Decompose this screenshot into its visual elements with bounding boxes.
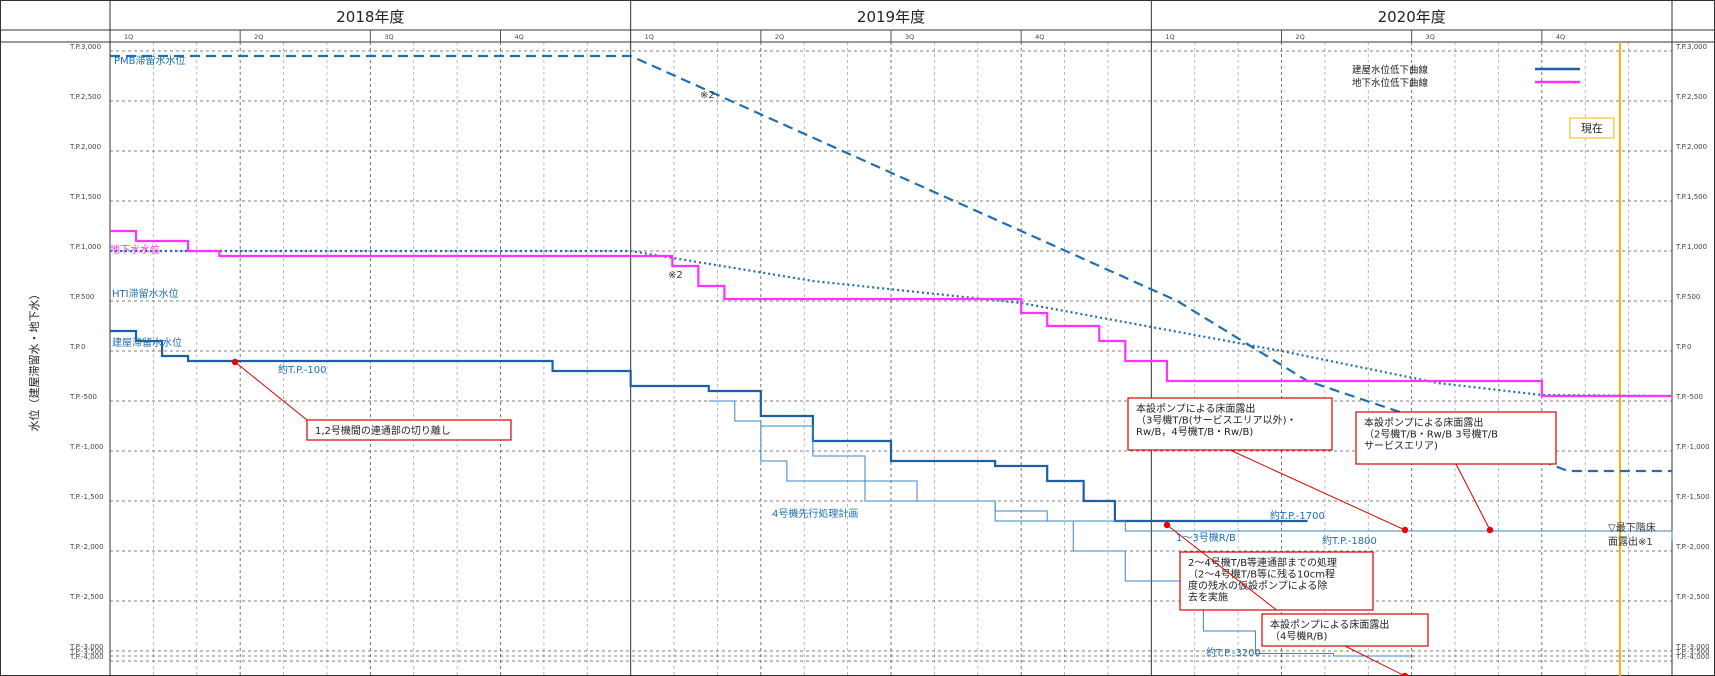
callout-box [1127,397,1333,451]
callout-text: 本設ポンプによる床面露出 [1270,618,1389,631]
annotation-label: 4号機先行処理計画 [772,507,858,520]
series-line [110,229,1672,398]
callout-text: 本設ポンプによる床面露出 [1364,416,1483,429]
year-label: 2018年度 [336,8,404,26]
legend-label: 地下水位低下曲線 [1352,77,1429,89]
annotation-label: 面露出※1 [1608,535,1653,548]
annotation-label: 建屋滞留水水位 [112,336,182,349]
series-line [110,329,1308,523]
quarter-label: 1Q [124,33,133,41]
y-tick-label-left: T.P.-1,500 [69,493,104,501]
y-tick-label-left: T.P.1,500 [69,193,101,201]
y-tick-label-left: T.P.-4,000 [69,653,104,661]
callout-point [1486,526,1494,534]
annotation-label: ※2 [668,270,683,281]
quarter-label: 3Q [1426,33,1435,41]
callout-text: サービスエリア) [1364,440,1438,452]
quarter-label: 4Q [1556,33,1565,41]
callout-leader [1455,463,1491,531]
annotation-label: 約T.P.-1800 [1322,534,1377,547]
callout-text: 1,2号機間の連通部の切り離し [315,424,451,437]
y-tick-label-left: T.P.1,000 [69,243,101,251]
y-tick-label-right: T.P.1,500 [1675,193,1707,201]
annotation-label: HTI滞留水水位 [112,287,179,300]
year-label: 2020年度 [1378,8,1446,26]
y-tick-label-left: T.P.0 [69,343,85,351]
y-tick-label-right: T.P.-2,500 [1675,593,1710,601]
y-tick-label-left: T.P.-2,500 [69,593,104,601]
annotation-label: 1～3号機R/B [1176,531,1236,544]
callout-point [1401,526,1409,534]
annotation-label: 約T.P.-1700 [1270,509,1325,522]
legend-label: 建屋水位低下曲線 [1352,64,1429,76]
y-tick-label-left: T.P.-3,000 [69,643,104,651]
y-tick-label-right: T.P.-3,000 [1675,643,1710,651]
callout-point [1401,672,1409,676]
y-tick-label-right: T.P.2,000 [1675,143,1707,151]
quarter-label: 2Q [775,33,784,41]
y-tick-label-left: T.P.2,500 [69,93,101,101]
y-tick-label-right: T.P.-4,000 [1675,653,1710,661]
callout-text: 本設ポンプによる床面露出 [1136,402,1255,415]
y-tick-label-right: T.P.-2,000 [1675,543,1710,551]
y-tick-label-right: T.P.500 [1675,293,1700,301]
callout-leader [1166,524,1277,611]
quarter-label: 4Q [1035,33,1044,41]
annotation-label: ※2 [700,90,715,101]
y-tick-label-right: T.P.1,000 [1675,243,1707,251]
callout-box [1179,551,1374,611]
y-axis-title: 水位（建屋滞留水・地下水） [27,289,41,432]
quarter-label: 2Q [1296,33,1305,41]
callout-text: （3号機T/B(サービスエリア以外)・ [1136,414,1297,427]
series-line [760,425,1413,658]
y-tick-label-left: T.P.-1,000 [69,443,104,451]
callout-box [1261,613,1429,647]
quarter-label: 1Q [645,33,654,41]
quarter-label: 2Q [254,33,263,41]
annotation-label: PMB滞留水水位 [114,54,186,67]
annotation-label: 約T.P.-100 [278,363,326,376]
y-tick-label-left: T.P.3,000 [69,43,101,51]
callout-box [1355,411,1557,465]
y-tick-label-left: T.P.-2,000 [69,543,104,551]
callout-text: Rw/B，4号機T/B・Rw/B) [1136,425,1253,438]
quarter-label: 1Q [1165,33,1174,41]
y-tick-label-right: T.P.-500 [1675,393,1703,401]
quarter-label: 4Q [515,33,524,41]
annotation-label: 地下水水位 [110,243,160,256]
callout-point [231,358,239,366]
annotation-label: 約T.P.-3200 [1206,646,1261,659]
callout-box [306,419,512,441]
quarter-label: 3Q [905,33,914,41]
y-tick-label-left: T.P.500 [69,293,94,301]
callout-text: （2号機T/B・Rw/B 3号機T/B [1364,428,1498,441]
callout-text: 去を実施 [1188,591,1228,604]
callout-text: 度の残水の仮設ポンプによる除 [1188,579,1327,592]
y-tick-label-right: T.P.-3,500 [1675,648,1710,656]
callout-leader [1229,449,1406,531]
y-tick-label-right: T.P.0 [1675,343,1691,351]
callout-text: （2～4号機T/B等に残る10cm程 [1188,568,1335,581]
callout-text: 2～4号機T/B等連通部までの処理 [1188,556,1337,569]
y-tick-label-left: T.P.-500 [69,393,97,401]
callout-point [1163,521,1171,529]
y-tick-label-left: T.P.2,000 [69,143,101,151]
y-tick-label-right: T.P.-1,500 [1675,493,1710,501]
y-tick-label-right: T.P.3,000 [1675,43,1707,51]
annotation-label: ▽最下階床 [1608,521,1656,534]
callout-leader [234,361,308,421]
y-tick-label-right: T.P.2,500 [1675,93,1707,101]
current-marker-box [1569,117,1615,139]
quarter-label: 3Q [384,33,393,41]
callout-leader [1344,645,1406,676]
y-tick-label-right: T.P.-1,000 [1675,443,1710,451]
y-tick-label-left: T.P.-3,500 [69,648,104,656]
callout-text: （4号機R/B) [1270,630,1328,643]
current-marker-label: 現在 [1581,122,1603,135]
year-label: 2019年度 [857,8,925,26]
